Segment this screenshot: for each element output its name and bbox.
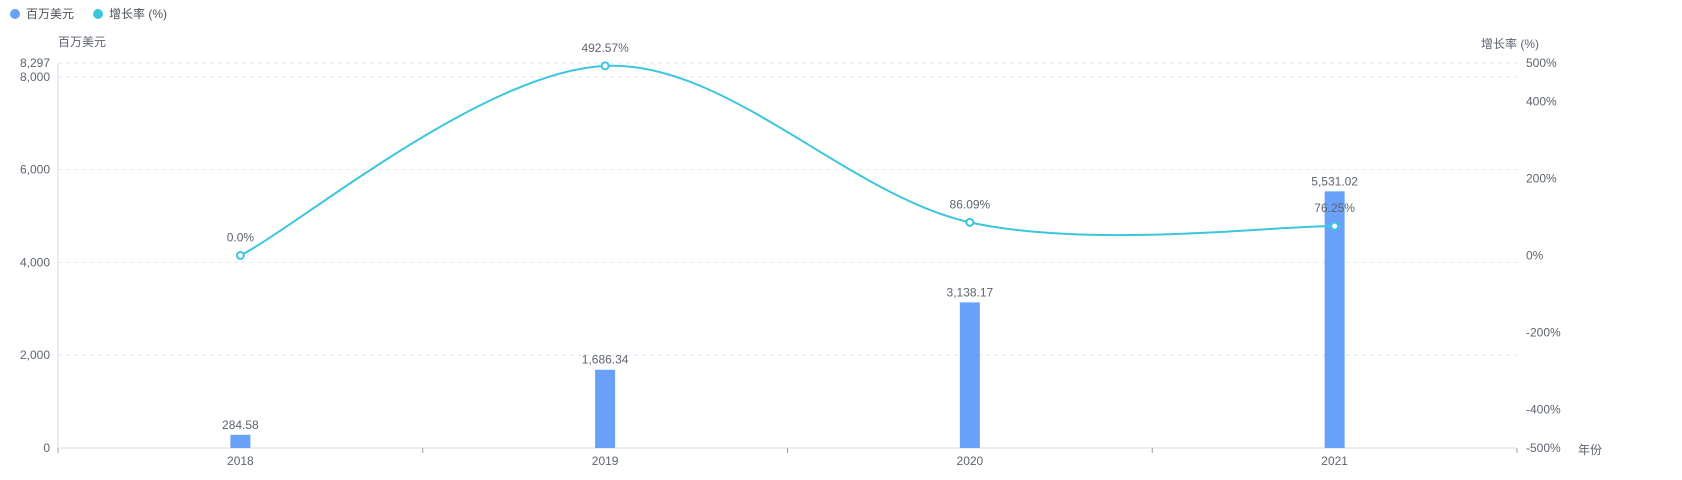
right-axis-title: 增长率 (%) [1481,37,1539,51]
right-axis-tick-label: 400% [1526,95,1557,109]
bar-2018[interactable] [230,434,251,448]
left-axis-tick-label: 0 [43,441,50,455]
legend-item-line-series[interactable]: 增长率 (%) [93,7,167,21]
left-axis-tick-label: 2,000 [20,348,50,362]
bar-value-label: 284.58 [222,418,259,432]
right-axis-tick-label: 0% [1526,249,1544,263]
legend-item-bar-series[interactable]: 百万美元 [10,7,74,21]
x-axis-category-label: 2021 [1321,454,1348,468]
growth-rate-line[interactable] [239,64,1335,257]
line-point-2021[interactable] [1330,221,1340,231]
line-value-label: 76.25% [1314,201,1355,215]
line-point-2019[interactable] [600,61,610,71]
x-axis-category-label: 2019 [592,454,619,468]
line-value-label: 492.57% [581,41,629,55]
bar-2021[interactable] [1324,191,1345,448]
x-axis-category-label: 2020 [957,454,984,468]
legend-marker-bar-series [10,9,20,19]
legend: 百万美元 增长率 (%) [10,7,167,21]
left-axis-tick-label: 8,000 [20,70,50,84]
line-value-label: 0.0% [227,231,255,245]
legend-label-bar-series: 百万美元 [26,7,75,21]
right-axis-tick-label: -400% [1526,403,1561,417]
x-axis-category-label: 2018 [227,454,254,468]
x-axis-name: 年份 [1578,443,1603,457]
bar-value-label: 1,686.34 [582,353,629,367]
line-value-label: 86.09% [950,197,991,211]
right-axis-tick-label: -200% [1526,326,1561,340]
bar-2019[interactable] [595,369,616,448]
legend-label-line-series: 增长率 (%) [109,7,168,21]
right-axis-tick-label: -500% [1526,441,1561,455]
line-point-2020[interactable] [965,217,975,227]
line-point-2018[interactable] [235,251,245,260]
legend-marker-line-series [93,9,104,19]
left-axis-tick-label: 4,000 [20,255,50,269]
bar-value-label: 5,531.02 [1311,174,1358,188]
left-axis-tick-label: 8,297 [20,56,50,70]
bar-value-label: 3,138.17 [947,285,994,299]
left-axis-title: 百万美元 [58,35,107,49]
left-axis-tick-label: 6,000 [20,163,50,177]
right-axis-tick-label: 500% [1526,56,1557,70]
right-axis-tick-label: 200% [1526,172,1557,186]
bar-2020[interactable] [959,302,980,448]
